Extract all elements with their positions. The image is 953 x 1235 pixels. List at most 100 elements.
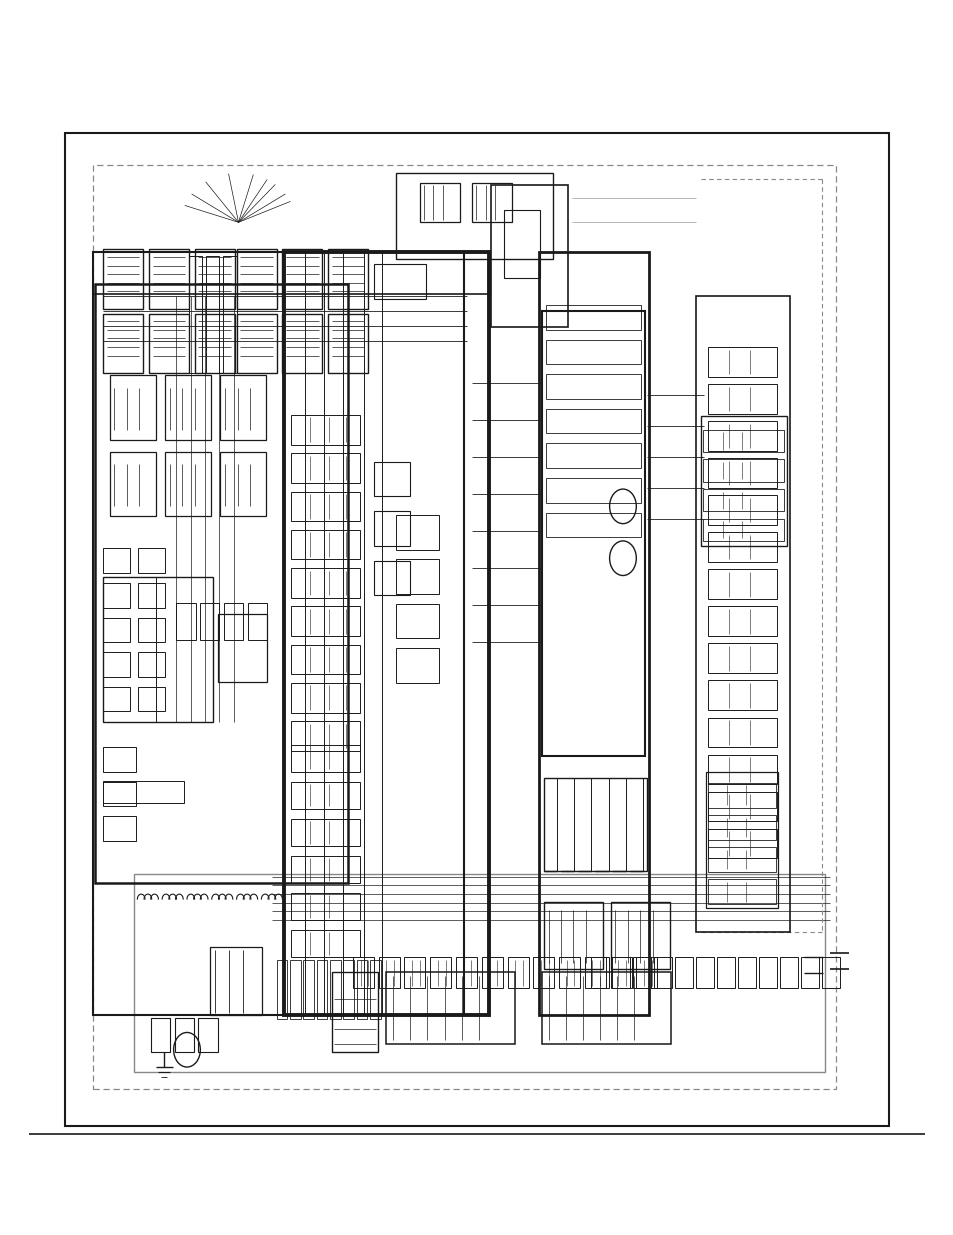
Bar bbox=[541, 311, 644, 756]
Bar bbox=[386, 972, 515, 1044]
Bar bbox=[291, 530, 359, 559]
Bar bbox=[633, 957, 650, 988]
Bar bbox=[707, 347, 776, 377]
Bar bbox=[93, 252, 490, 294]
Bar bbox=[759, 957, 776, 988]
Bar bbox=[282, 314, 322, 373]
Bar bbox=[430, 957, 451, 988]
Bar bbox=[224, 603, 243, 640]
Bar bbox=[210, 947, 262, 1015]
Bar bbox=[165, 375, 211, 440]
Bar bbox=[284, 252, 489, 1015]
Bar bbox=[138, 618, 165, 642]
Bar bbox=[133, 874, 824, 1072]
Bar bbox=[291, 893, 359, 920]
Bar bbox=[110, 452, 155, 516]
Bar bbox=[291, 782, 359, 809]
Bar bbox=[206, 256, 219, 373]
Bar bbox=[291, 683, 359, 713]
Bar bbox=[343, 960, 354, 1019]
Bar bbox=[103, 816, 136, 841]
Bar bbox=[702, 459, 783, 482]
Bar bbox=[103, 652, 130, 677]
Bar bbox=[707, 643, 776, 673]
Bar bbox=[291, 415, 359, 445]
Bar bbox=[174, 1018, 193, 1052]
Bar bbox=[702, 489, 783, 511]
Bar bbox=[707, 718, 776, 747]
Bar bbox=[65, 133, 888, 1126]
Bar bbox=[610, 957, 631, 988]
Bar bbox=[353, 957, 374, 988]
Bar bbox=[610, 902, 669, 969]
Bar bbox=[103, 618, 130, 642]
Bar bbox=[103, 314, 143, 373]
Bar bbox=[702, 519, 783, 541]
Bar bbox=[103, 747, 136, 772]
Bar bbox=[707, 879, 775, 904]
Bar bbox=[282, 249, 322, 309]
Bar bbox=[707, 783, 775, 808]
Bar bbox=[236, 314, 276, 373]
Bar bbox=[636, 957, 657, 988]
Bar bbox=[291, 930, 359, 957]
Bar bbox=[93, 252, 463, 1015]
Bar bbox=[481, 957, 502, 988]
Bar bbox=[291, 606, 359, 636]
Bar bbox=[176, 603, 195, 640]
Bar bbox=[276, 960, 287, 1019]
Bar bbox=[584, 957, 605, 988]
Bar bbox=[165, 452, 211, 516]
Bar bbox=[543, 902, 602, 969]
Bar bbox=[303, 960, 314, 1019]
Bar bbox=[558, 957, 579, 988]
Bar bbox=[223, 256, 236, 373]
Bar bbox=[707, 569, 776, 599]
Bar bbox=[374, 561, 410, 595]
Bar bbox=[138, 687, 165, 711]
Bar bbox=[330, 960, 340, 1019]
Bar bbox=[612, 957, 629, 988]
Bar bbox=[491, 185, 567, 327]
Bar bbox=[541, 972, 670, 1044]
Bar bbox=[291, 645, 359, 674]
Bar bbox=[103, 782, 136, 806]
Bar bbox=[707, 829, 776, 858]
Bar bbox=[545, 443, 640, 468]
Bar bbox=[707, 384, 776, 414]
Bar bbox=[707, 847, 775, 872]
Bar bbox=[370, 960, 380, 1019]
Bar bbox=[103, 687, 130, 711]
Bar bbox=[738, 957, 755, 988]
Bar bbox=[103, 577, 213, 722]
Bar bbox=[702, 430, 783, 452]
Bar bbox=[95, 284, 348, 883]
Bar bbox=[374, 462, 410, 496]
Bar bbox=[220, 452, 266, 516]
Bar bbox=[374, 511, 410, 546]
Bar bbox=[675, 957, 692, 988]
Bar bbox=[780, 957, 797, 988]
Bar bbox=[707, 532, 776, 562]
Bar bbox=[316, 960, 327, 1019]
Bar bbox=[696, 957, 713, 988]
Bar bbox=[395, 515, 438, 550]
Bar bbox=[707, 815, 775, 840]
Bar bbox=[151, 1018, 170, 1052]
Bar bbox=[456, 957, 476, 988]
Bar bbox=[189, 256, 202, 373]
Bar bbox=[138, 548, 165, 573]
Bar bbox=[110, 375, 155, 440]
Bar bbox=[801, 957, 818, 988]
Bar bbox=[707, 792, 776, 821]
Bar bbox=[395, 559, 438, 594]
Bar bbox=[395, 604, 438, 638]
Bar bbox=[538, 252, 648, 1015]
Bar bbox=[194, 249, 234, 309]
Bar bbox=[291, 492, 359, 521]
Bar bbox=[821, 957, 839, 988]
Bar bbox=[378, 957, 399, 988]
Bar bbox=[374, 264, 426, 299]
Bar bbox=[200, 603, 219, 640]
Bar bbox=[472, 183, 512, 222]
